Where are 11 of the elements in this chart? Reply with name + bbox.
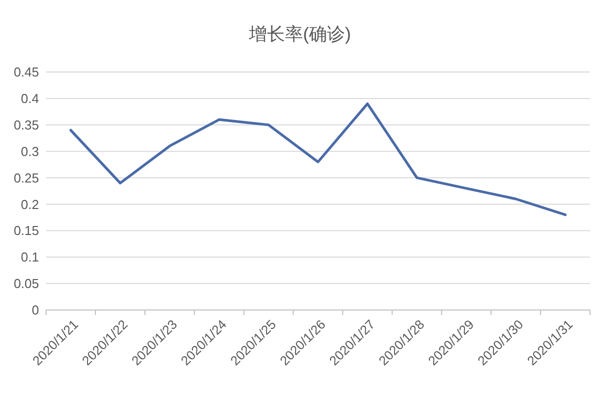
y-tick-label: 0.15 xyxy=(14,223,39,238)
y-tick-label: 0.3 xyxy=(20,144,39,159)
y-tick-label: 0.4 xyxy=(20,91,39,106)
y-tick-label: 0.45 xyxy=(14,64,39,80)
title: 增长率(确诊) xyxy=(249,24,351,44)
y-tick-label: 0.25 xyxy=(14,170,39,186)
y-tick-label: 0.2 xyxy=(20,196,39,212)
y-tick-label: 0.35 xyxy=(14,117,39,132)
y-tick-label: 0.05 xyxy=(14,276,39,292)
y-tick-label: 0 xyxy=(32,302,39,318)
y-tick-label: 0.1 xyxy=(20,250,39,265)
